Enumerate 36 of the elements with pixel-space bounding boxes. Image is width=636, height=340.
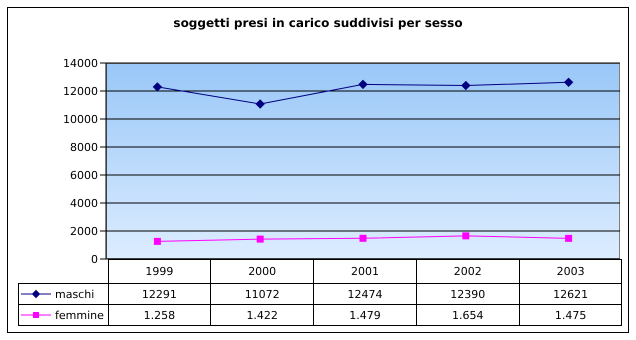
chart-title: soggetti presi in carico suddivisi per sesso [172,16,464,30]
point [360,234,366,242]
x-tick-label: 1999 [108,260,211,284]
y-tick-label: 12000 [63,84,98,98]
point [152,82,162,92]
y-tick-label: 6000 [70,168,98,182]
data-label: 11072 [210,284,314,304]
point [154,238,161,245]
x-tick-label: 2001 [314,260,416,284]
data-label: 1.654 [416,304,520,326]
x-tick-label: 2000 [210,260,314,284]
data-label: 1.475 [519,304,622,326]
y-tick-label: 14000 [63,56,98,70]
y-tick-label: 10000 [63,112,98,126]
data-label: 1.258 [108,304,211,326]
data-label: 12474 [314,284,416,304]
data-label: 12390 [416,284,520,304]
data-label: 12291 [108,284,211,304]
data-label: 1.422 [210,304,314,326]
x-tick-label: 2002 [416,260,520,284]
point [256,236,264,243]
y-tick-label: 4000 [70,196,98,210]
point [564,78,574,87]
data-label: 1.479 [314,304,416,326]
x-tick-label: 2003 [519,260,622,284]
y-tick-label: 0 [91,252,98,266]
point [256,99,265,108]
y-tick-label: 2000 [70,224,98,238]
point [461,81,470,90]
data-label: 12621 [519,284,622,304]
legend-label: maschi [18,284,108,304]
y-tick-label: 8000 [70,140,98,154]
point [462,232,470,240]
legend-label: femmine [18,304,108,326]
point [358,80,368,89]
point [565,234,572,242]
